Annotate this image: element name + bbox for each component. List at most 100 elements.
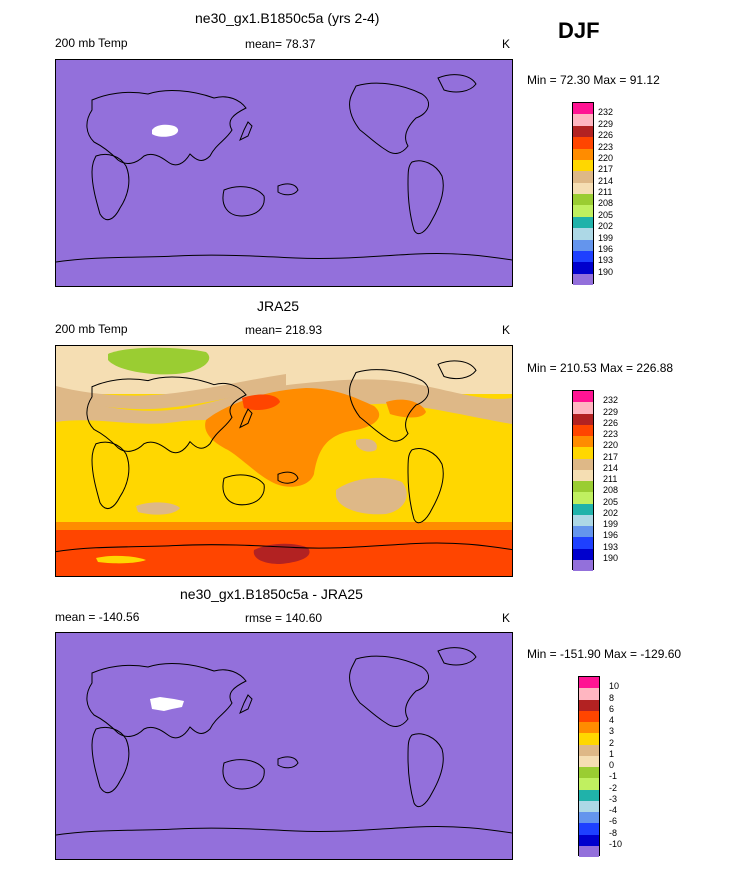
colorbar-tick-label: 190 <box>598 266 614 277</box>
panel2-variable-label: 200 mb Temp <box>55 322 128 336</box>
colorbar-tick-label: 2 <box>609 737 615 748</box>
missing-data-patch <box>152 124 179 137</box>
coastline <box>407 733 444 808</box>
missing-data-patch <box>150 697 184 711</box>
colorbar-box <box>573 182 593 194</box>
colorbar-box <box>573 481 593 493</box>
coastline <box>349 369 430 442</box>
colorbar-box <box>573 194 593 206</box>
colorbar-tick-label: 196 <box>598 243 614 254</box>
panel2-colorbar <box>572 390 594 571</box>
colorbar-box <box>573 492 593 504</box>
colorbar-box <box>579 722 599 734</box>
coastline <box>239 694 253 715</box>
colorbar-tick-label: 214 <box>603 462 619 473</box>
colorbar-tick-label: 190 <box>603 552 619 563</box>
coastline <box>437 360 477 380</box>
colorbar-tick-label: 3 <box>609 726 615 737</box>
panel3-minmax-label: Min = -151.90 Max = -129.60 <box>527 647 682 661</box>
coastline <box>239 121 253 142</box>
colorbar-box <box>579 744 599 756</box>
colorbar-box <box>573 148 593 160</box>
colorbar-tick-label: 202 <box>598 221 614 232</box>
colorbar-tick-label: 217 <box>598 164 614 175</box>
colorbar-box <box>573 250 593 263</box>
coastline <box>222 759 265 790</box>
season-label: DJF <box>558 18 600 43</box>
colorbar-box <box>573 262 593 274</box>
colorbar-box <box>573 228 593 240</box>
colorbar-box <box>573 559 593 571</box>
panel1-title: ne30_gx1.B1850c5a (yrs 2-4) <box>195 10 380 26</box>
colorbar-box <box>573 413 593 425</box>
colorbar-box <box>573 402 593 414</box>
colorbar-box <box>573 125 593 138</box>
coastline <box>349 655 430 727</box>
coastline <box>222 186 265 217</box>
colorbar-box <box>579 699 599 711</box>
colorbar-tick-label: -8 <box>609 827 618 838</box>
colorbar-box <box>573 447 593 459</box>
panel1-map <box>55 59 513 287</box>
colorbar-box <box>573 537 593 549</box>
colorbar-tick-label: 223 <box>598 141 614 152</box>
colorbar-tick-label: 223 <box>603 429 619 439</box>
colorbar-tick-label: 4 <box>609 715 615 725</box>
coastline <box>277 471 299 484</box>
colorbar-box <box>573 469 593 481</box>
colorbar-tick-label: 10 <box>609 681 620 692</box>
panel2-mean-label: mean= 218.93 <box>245 323 323 337</box>
colorbar-tick-label: -10 <box>609 838 623 849</box>
colorbar-box <box>579 688 599 700</box>
panel3-rmse-label: rmse = 140.60 <box>245 611 323 625</box>
coastline <box>277 756 299 769</box>
colorbar-box <box>573 503 593 515</box>
panel2-title: JRA25 <box>257 298 300 314</box>
panel3-mean-label: mean = -140.56 <box>55 610 140 624</box>
panel2-minmax-label: Min = 210.53 Max = 226.88 <box>527 361 674 375</box>
colorbar-box <box>573 436 593 448</box>
panel1-units-label: K <box>502 37 511 51</box>
coastline <box>437 647 477 666</box>
colorbar-box <box>579 845 599 857</box>
coastline <box>222 474 265 506</box>
coastline <box>349 82 430 154</box>
panel1-mean-label: mean= 78.37 <box>245 37 316 51</box>
colorbar-tick-label: 196 <box>603 530 619 541</box>
colorbar-box <box>573 526 593 538</box>
colorbar-tick-label: 220 <box>598 152 614 163</box>
colorbar-tick-label: 8 <box>609 692 615 703</box>
coastline <box>91 153 130 221</box>
colorbar-tick-label: 202 <box>603 507 619 518</box>
colorbar-box <box>573 205 593 217</box>
colorbar-tick-label: 232 <box>598 107 614 118</box>
colorbar-tick-label: -3 <box>609 793 618 804</box>
colorbar-tick-label: 211 <box>598 187 613 197</box>
colorbar-tick-label: 193 <box>603 541 619 552</box>
colorbar-tick-label: 214 <box>598 175 614 186</box>
colorbar-tick-label: 217 <box>603 451 619 462</box>
colorbar-tick-label: 226 <box>598 130 614 141</box>
colorbar-box <box>573 458 593 470</box>
colorbar-tick-label: -1 <box>609 771 618 782</box>
panel2-units-label: K <box>502 323 511 337</box>
colorbar-box <box>573 424 593 436</box>
panel1-colorbar <box>572 102 594 285</box>
colorbar-tick-label: 199 <box>598 232 614 243</box>
colorbar-tick-label: 193 <box>598 255 614 266</box>
colorbar-tick-label: 229 <box>598 118 614 129</box>
colorbar-tick-label: 232 <box>603 395 619 406</box>
coastline <box>407 448 444 524</box>
colorbar-tick-label: 226 <box>603 417 619 428</box>
colorbar-tick-label: -2 <box>609 782 618 793</box>
coastline <box>437 74 477 93</box>
colorbar-box <box>579 733 599 745</box>
coastline <box>91 726 130 794</box>
colorbar-box <box>579 755 599 767</box>
colorbar-tick-label: 208 <box>603 485 619 496</box>
colorbar-box <box>579 677 599 689</box>
panel3-colorbar <box>578 676 600 857</box>
colorbar-box <box>573 273 593 285</box>
colorbar-tick-label: 229 <box>603 406 619 417</box>
panel3-title: ne30_gx1.B1850c5a - JRA25 <box>180 586 363 602</box>
